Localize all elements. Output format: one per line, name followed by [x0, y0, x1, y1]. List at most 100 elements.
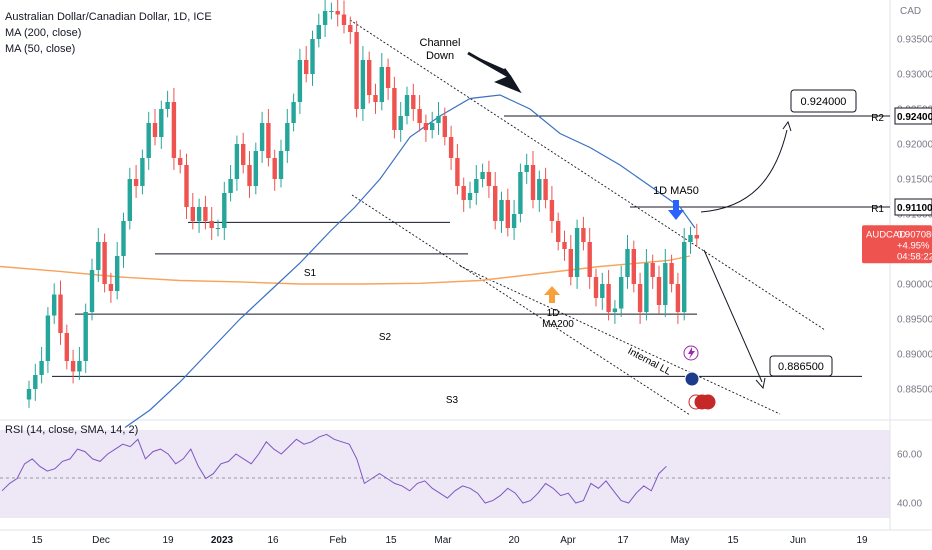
candle-body — [228, 179, 233, 193]
candle-body — [247, 165, 252, 186]
x-tick-label: Feb — [329, 535, 347, 546]
ma200-legend: MA (200, close) — [5, 27, 82, 39]
candle-body — [688, 235, 693, 242]
target-high-box — [790, 89, 857, 113]
y-tick-label: 0.885000 — [897, 385, 932, 396]
candle-body — [222, 193, 227, 228]
rsi-pane-band — [0, 430, 890, 518]
x-tick-label: Apr — [560, 535, 576, 546]
candle-body — [89, 270, 95, 312]
candle-body — [215, 228, 221, 229]
candle-body — [398, 116, 403, 130]
badge-symbol: AUDCAD — [866, 229, 906, 240]
candle-body — [64, 333, 69, 361]
internal-ll-line — [459, 265, 781, 415]
candle-body — [127, 179, 132, 221]
candle-body — [297, 60, 303, 102]
candle-body — [285, 123, 290, 151]
candle-body — [33, 375, 38, 389]
candle-body — [455, 158, 460, 186]
target-low-label: 0.886500 — [778, 361, 824, 373]
candle-body — [480, 172, 485, 179]
ma200-up-arrow — [544, 286, 560, 303]
candle-body — [694, 235, 699, 239]
candle-body — [341, 14, 347, 25]
candle-body — [474, 179, 479, 193]
candle-body — [556, 221, 561, 242]
candle-body — [45, 315, 51, 361]
candle-body — [423, 123, 429, 130]
level-tag-label: 0.911000 — [897, 203, 932, 214]
candle-body — [467, 193, 473, 200]
x-tick-label: 16 — [267, 535, 279, 546]
candle-body — [486, 172, 492, 186]
candle-body — [108, 284, 114, 291]
candle-body — [549, 200, 555, 221]
candle-body — [39, 361, 44, 375]
rsi-y-tick-label: 60.00 — [897, 450, 922, 461]
x-tick-label: Jun — [790, 535, 806, 546]
candle-body — [266, 123, 271, 158]
level-tag-box — [894, 198, 932, 216]
candle-body — [26, 389, 32, 400]
candle-body — [436, 116, 441, 123]
canada-flag-icon — [700, 394, 716, 410]
candle-body — [530, 165, 536, 200]
candle-body — [392, 88, 397, 130]
candle-body — [165, 102, 170, 109]
x-tick-label: Mar — [434, 535, 452, 546]
candle-body — [83, 312, 88, 361]
candle-body — [133, 179, 139, 186]
ma200-annotation-line1: 1D — [547, 308, 560, 319]
x-tick-label: 2023 — [211, 535, 234, 546]
level-label-r1: R1 — [871, 204, 884, 215]
candle-body — [291, 102, 296, 123]
ma50-line — [124, 94, 696, 428]
candle-body — [499, 200, 504, 221]
candle-body — [171, 102, 177, 158]
candle-body — [417, 109, 422, 123]
target-low-arrowhead — [755, 377, 766, 390]
x-tick-label: 20 — [508, 535, 520, 546]
x-tick-label: May — [671, 535, 690, 546]
currency-label: CAD — [900, 6, 921, 17]
candle-body — [178, 158, 183, 165]
candle-body — [159, 109, 164, 137]
candle-body — [52, 294, 57, 316]
candle-body — [335, 11, 340, 15]
channel-upper-line — [349, 19, 826, 331]
candle-body — [272, 158, 277, 179]
candle-body — [663, 263, 668, 305]
candle-body — [329, 11, 334, 12]
price-badge — [862, 225, 932, 264]
candle-body — [606, 284, 611, 312]
candle-body — [404, 95, 410, 116]
candle-body — [448, 137, 454, 158]
x-tick-label: 15 — [727, 535, 739, 546]
x-tick-label: 19 — [162, 535, 174, 546]
candle-body — [511, 214, 517, 228]
candle-body — [537, 179, 542, 200]
candle-body — [373, 95, 378, 102]
badge-countdown: 04:58:22 — [897, 251, 932, 262]
candle-body — [77, 361, 82, 372]
candle-body — [234, 144, 240, 179]
candle-body — [316, 25, 321, 39]
candle-body — [524, 165, 529, 172]
candle-body — [650, 263, 655, 277]
symbol-title: Australian Dollar/Canadian Dollar, 1D, I… — [5, 11, 212, 23]
x-tick-label: 17 — [617, 535, 629, 546]
candle-body — [96, 242, 101, 270]
candle-body — [322, 11, 328, 25]
candle-body — [430, 123, 435, 130]
candle-body — [121, 221, 126, 256]
target-high-arrow — [700, 129, 788, 213]
target-low-arrow — [703, 249, 763, 383]
candle-body — [379, 67, 384, 102]
level-label-r2: R2 — [871, 113, 884, 124]
candle-body — [241, 144, 246, 165]
